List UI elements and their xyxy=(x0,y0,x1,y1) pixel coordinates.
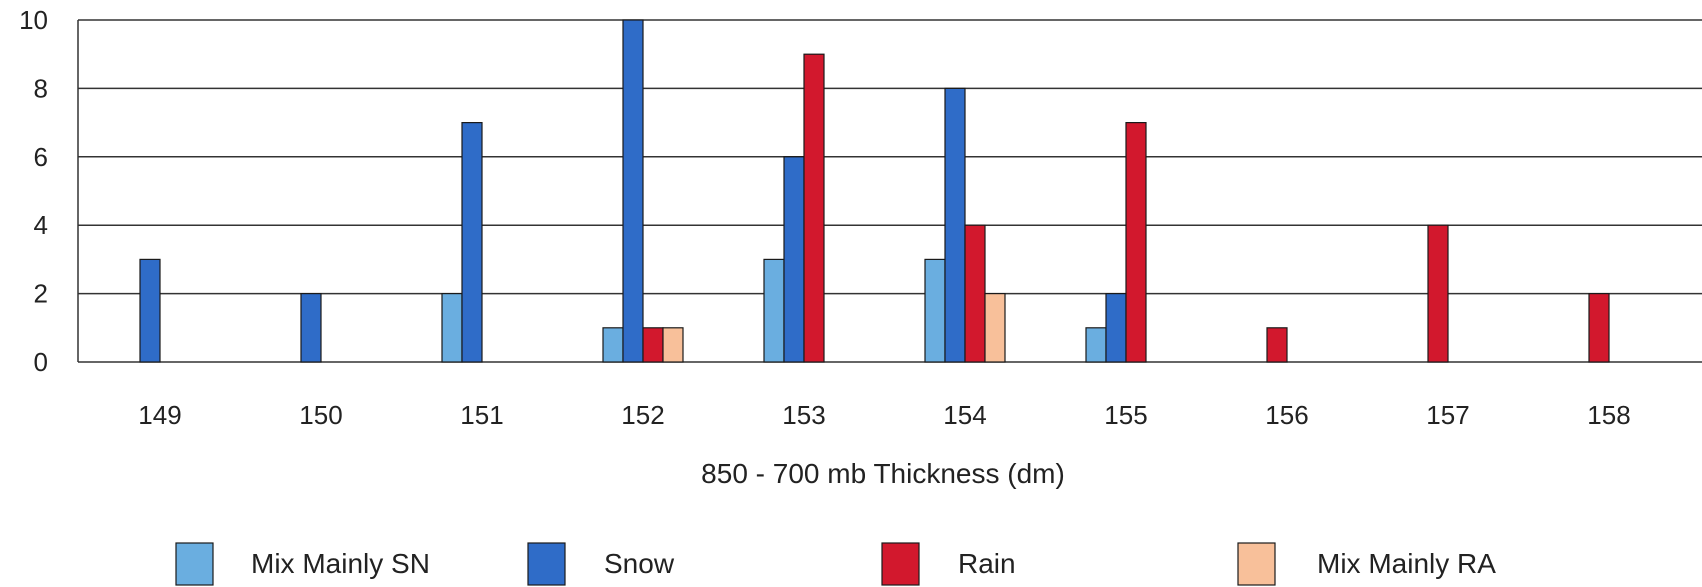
x-tick-label: 154 xyxy=(943,400,986,430)
bar-rain-153 xyxy=(803,53,825,363)
legend-swatch xyxy=(881,542,920,586)
x-tick-label: 151 xyxy=(460,400,503,430)
y-tick-label: 10 xyxy=(19,5,48,35)
y-tick-label: 2 xyxy=(34,279,48,309)
bar-mix-mainly-sn-154 xyxy=(924,258,946,363)
x-tick-label: 157 xyxy=(1426,400,1469,430)
x-tick-label: 158 xyxy=(1587,400,1630,430)
x-tick-label: 150 xyxy=(299,400,342,430)
bar-mix-mainly-sn-151 xyxy=(441,293,463,363)
legend: Mix Mainly SN Snow Rain Mix Mainly RA xyxy=(175,542,1496,586)
bar-snow-153 xyxy=(783,156,805,363)
x-tick-label: 149 xyxy=(138,400,181,430)
y-tick-label: 8 xyxy=(34,73,48,103)
y-tick-label: 4 xyxy=(34,210,48,240)
bar-rain-158 xyxy=(1588,293,1610,363)
legend-label: Snow xyxy=(604,548,675,579)
bar-rain-157 xyxy=(1427,224,1449,363)
x-axis-title: 850 - 700 mb Thickness (dm) xyxy=(701,458,1065,489)
bar-rain-156 xyxy=(1266,327,1288,363)
y-tick-label: 6 xyxy=(34,142,48,172)
bar-rain-155 xyxy=(1125,121,1147,363)
bar-rain-152 xyxy=(642,327,664,363)
bar-snow-149 xyxy=(139,258,161,363)
gridlines xyxy=(77,19,1702,363)
legend-swatch xyxy=(527,542,566,586)
x-tick-label: 153 xyxy=(782,400,825,430)
bar-mix-mainly-sn-155 xyxy=(1085,327,1107,363)
legend-label: Mix Mainly RA xyxy=(1317,548,1496,579)
bar-mix-mainly-sn-152 xyxy=(602,327,624,363)
y-axis-ticks: 0 2 4 6 8 10 xyxy=(19,5,48,377)
bar-mix-mainly-ra-154 xyxy=(984,293,1006,363)
bar-snow-155 xyxy=(1105,293,1127,363)
bar-snow-152 xyxy=(622,19,644,363)
legend-swatch xyxy=(1237,542,1276,586)
legend-label: Mix Mainly SN xyxy=(251,548,430,579)
legend-swatch xyxy=(175,542,214,586)
bar-snow-151 xyxy=(461,121,483,363)
x-tick-label: 156 xyxy=(1265,400,1308,430)
bar-mix-mainly-sn-153 xyxy=(763,258,785,363)
x-axis-ticks: 149 150 151 152 153 154 155 156 157 158 xyxy=(138,400,1630,430)
bar-rain-154 xyxy=(964,224,986,363)
bars xyxy=(139,19,1610,363)
x-tick-label: 152 xyxy=(621,400,664,430)
bar-mix-mainly-ra-152 xyxy=(662,327,684,363)
legend-label: Rain xyxy=(958,548,1016,579)
bar-snow-150 xyxy=(300,293,322,363)
x-tick-label: 155 xyxy=(1104,400,1147,430)
y-tick-label: 0 xyxy=(34,347,48,377)
bar-snow-154 xyxy=(944,87,966,363)
